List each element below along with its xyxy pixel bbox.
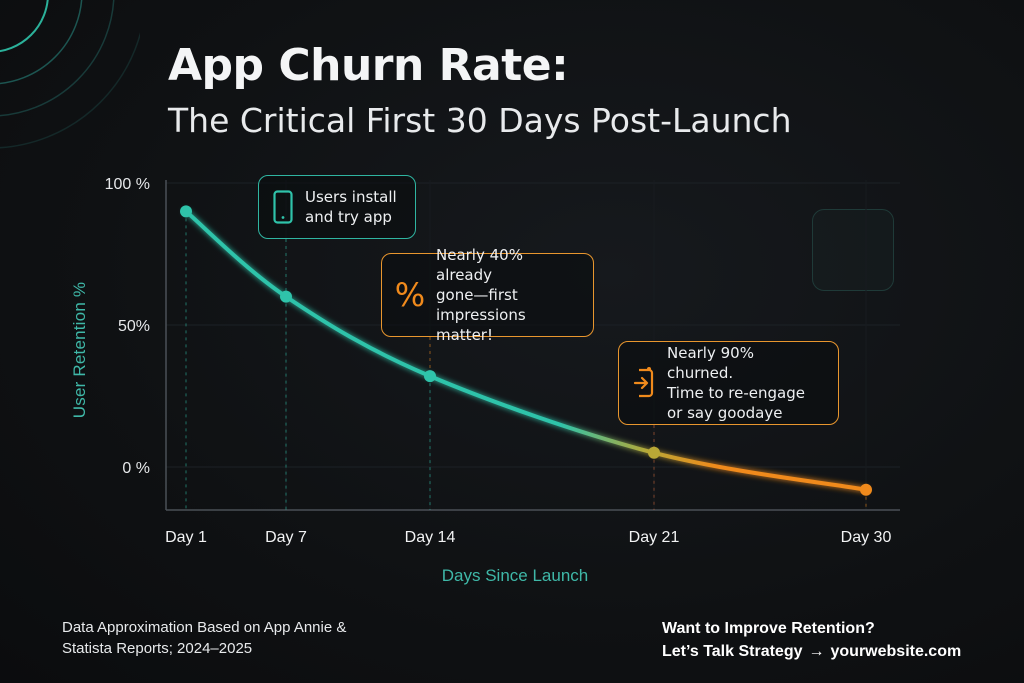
source-note: Data Approximation Based on App Annie & …	[62, 619, 347, 657]
annotation-ninety-percent: Nearly 90% churned. Time to re-engage or…	[618, 341, 839, 425]
x-tick-label: Day 30	[841, 529, 892, 546]
annotation-forty-percent: % Nearly 40% already gone—first impressi…	[381, 246, 594, 344]
retention-line	[184, 209, 868, 492]
cta-line-2: Let’s Talk Strategy → yourwebsite.com	[662, 640, 1002, 663]
data-point	[424, 370, 436, 383]
decorative-card	[812, 209, 894, 291]
x-tick-label: Day 14	[405, 529, 456, 546]
chart-subtitle: The Critical First 30 Days Post-Launch	[168, 101, 792, 140]
annotation-text: Users install and try app	[305, 188, 397, 226]
phone-icon	[273, 190, 293, 224]
data-point	[648, 446, 660, 459]
data-point	[180, 205, 192, 218]
axes	[165, 180, 900, 511]
data-points	[180, 205, 872, 496]
y-tick-label: 50%	[118, 318, 150, 335]
x-tick-label: Day 1	[165, 529, 207, 546]
cta-prefix: Let’s Talk Strategy	[662, 643, 803, 660]
arrow-icon: →	[808, 643, 825, 660]
x-tick-labels: Day 1 Day 7 Day 14 Day 21 Day 30	[165, 529, 891, 546]
x-tick-label: Day 21	[629, 529, 680, 546]
retention-chart: 100 % 50% 0 % Day 1 Day 7 Day 14 Day 21 Day 30	[105, 176, 900, 546]
annotation-text: Nearly 90% churned. Time to re-engage or…	[667, 344, 805, 422]
x-axis-label: Days Since Launch	[441, 566, 589, 585]
annotation-install: Users install and try app	[258, 175, 416, 239]
y-tick-label: 100 %	[105, 176, 150, 193]
website-link[interactable]: yourwebsite.com	[830, 643, 962, 660]
percent-icon: %	[396, 278, 424, 312]
data-point	[280, 290, 292, 303]
svg-text:%: %	[396, 278, 424, 312]
x-tick-label: Day 7	[265, 529, 307, 546]
y-tick-labels: 100 % 50% 0 %	[105, 176, 150, 477]
exit-icon	[633, 366, 655, 400]
cta-line-1: Want to Improve Retention?	[662, 620, 875, 637]
y-axis-label: User Retention %	[70, 281, 89, 419]
decorative-arcs	[0, 0, 140, 149]
call-to-action: Want to Improve Retention? Let’s Talk St…	[662, 617, 1002, 663]
chart-title: App Churn Rate:	[168, 40, 569, 91]
data-point	[860, 483, 872, 496]
y-tick-label: 0 %	[122, 460, 150, 477]
annotation-text: Nearly 40% already gone—first impression…	[436, 246, 526, 344]
